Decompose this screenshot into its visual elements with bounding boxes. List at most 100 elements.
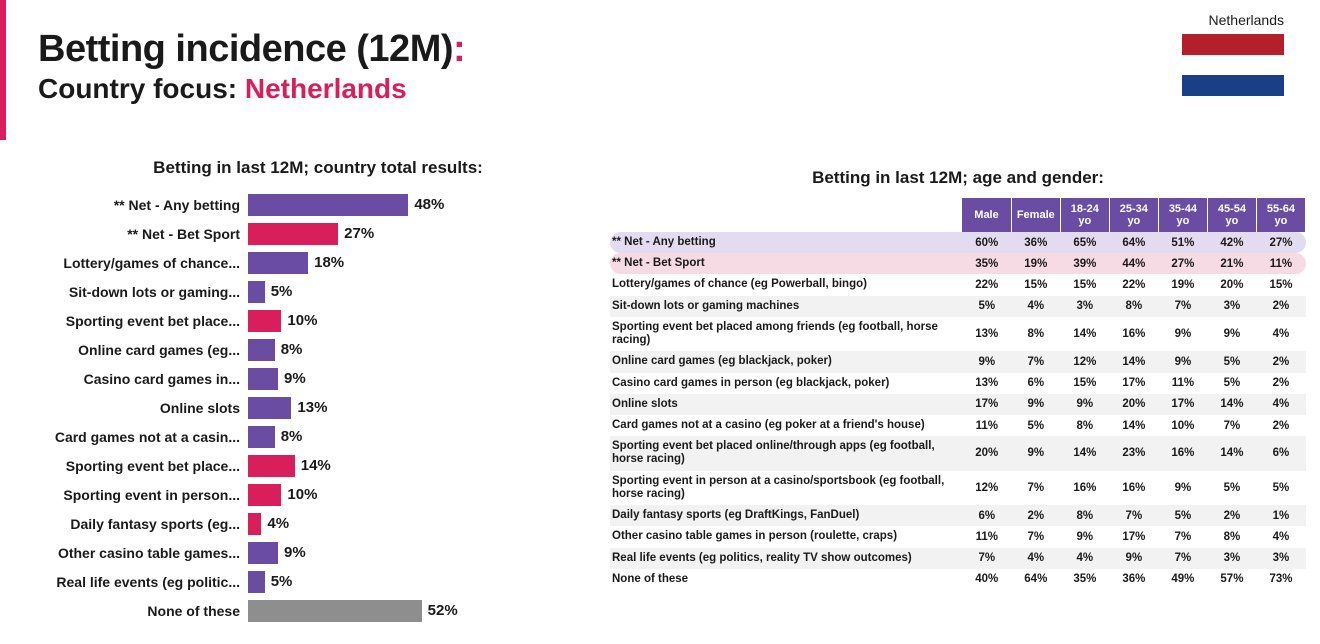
chart-bar-area: 27% xyxy=(248,223,598,245)
chart-bar-value: 10% xyxy=(281,484,317,506)
table-header-cell: 55-64 yo xyxy=(1256,198,1305,232)
table-row: Online slots17%9%9%20%17%14%4% xyxy=(610,394,1306,415)
chart-bar-value: 8% xyxy=(275,426,303,448)
chart-bar xyxy=(248,600,422,622)
table-cell: 8% xyxy=(1060,505,1109,526)
accent-bar xyxy=(0,0,6,140)
table-cell: 2% xyxy=(1011,505,1060,526)
table-cell: 6% xyxy=(962,505,1011,526)
chart-bar-value: 5% xyxy=(265,571,293,593)
table-cell: 12% xyxy=(1060,351,1109,372)
table-cell: 2% xyxy=(1256,296,1305,317)
chart-bar xyxy=(248,223,338,245)
flag-stripe-bot xyxy=(1182,75,1284,96)
table-cell: 14% xyxy=(1109,415,1158,436)
table-cell: 16% xyxy=(1109,471,1158,505)
flag-label: Netherlands xyxy=(1182,12,1284,28)
chart-bar xyxy=(248,397,291,419)
chart-bar-area: 13% xyxy=(248,397,598,419)
table-cell: 51% xyxy=(1158,232,1207,253)
table-cell: 64% xyxy=(1011,569,1060,590)
flag-stripe-top xyxy=(1182,34,1284,55)
table-cell: 8% xyxy=(1060,415,1109,436)
table-cell: 5% xyxy=(1011,415,1060,436)
table-row-label: None of these xyxy=(610,569,962,590)
chart-bar-value: 4% xyxy=(261,513,289,535)
table-row: ** Net - Bet Sport35%19%39%44%27%21%11% xyxy=(610,253,1306,274)
chart-row: Other casino table games...9% xyxy=(38,538,598,567)
table-cell: 7% xyxy=(1158,548,1207,569)
chart-bar-area: 10% xyxy=(248,310,598,332)
table-cell: 35% xyxy=(962,253,1011,274)
chart-row: Sit-down lots or gaming...5% xyxy=(38,277,598,306)
chart-bar xyxy=(248,339,275,361)
table-cell: 60% xyxy=(962,232,1011,253)
table-cell: 4% xyxy=(1060,548,1109,569)
table-cell: 8% xyxy=(1109,296,1158,317)
table-cell: 49% xyxy=(1158,569,1207,590)
table-cell: 2% xyxy=(1256,415,1305,436)
data-table: MaleFemale18-24 yo25-34 yo35-44 yo45-54 … xyxy=(610,198,1306,590)
chart-row-label: Online slots xyxy=(38,400,248,416)
chart-bar-value: 13% xyxy=(291,397,327,419)
chart-bar-value: 27% xyxy=(338,223,374,245)
table-cell: 3% xyxy=(1256,548,1305,569)
table-header-blank xyxy=(610,198,962,232)
table-row-label: Sporting event bet placed among friends … xyxy=(610,317,962,351)
chart-bar-value: 14% xyxy=(295,455,331,477)
table-cell: 5% xyxy=(1256,471,1305,505)
chart-title: Betting in last 12M; country total resul… xyxy=(38,158,598,178)
chart-bar-area: 8% xyxy=(248,426,598,448)
table-row-label: Lottery/games of chance (eg Powerball, b… xyxy=(610,274,962,295)
table-cell: 7% xyxy=(1011,351,1060,372)
table-cell: 22% xyxy=(962,274,1011,295)
chart-bar xyxy=(248,368,278,390)
table-cell: 3% xyxy=(1060,296,1109,317)
chart-row: None of these52% xyxy=(38,596,598,625)
chart-bar-value: 52% xyxy=(422,600,458,622)
chart-row-label: Online card games (eg... xyxy=(38,342,248,358)
table-row: Lottery/games of chance (eg Powerball, b… xyxy=(610,274,1306,295)
table-cell: 2% xyxy=(1256,373,1305,394)
chart-row: Real life events (eg politic... 5% xyxy=(38,567,598,596)
table-cell: 5% xyxy=(1207,373,1256,394)
table-title: Betting in last 12M; age and gender: xyxy=(610,168,1306,188)
subtitle: Country focus: Netherlands xyxy=(38,73,465,105)
table-row-label: Casino card games in person (eg blackjac… xyxy=(610,373,962,394)
chart-bar-value: 18% xyxy=(308,252,344,274)
table-cell: 16% xyxy=(1158,436,1207,470)
table-body: ** Net - Any betting60%36%65%64%51%42%27… xyxy=(610,232,1306,590)
table-cell: 4% xyxy=(1256,526,1305,547)
chart-bar xyxy=(248,281,265,303)
flag-stripe-mid xyxy=(1182,55,1284,76)
chart-row-label: Real life events (eg politic... xyxy=(38,574,248,590)
table-cell: 15% xyxy=(1256,274,1305,295)
table-cell: 15% xyxy=(1060,274,1109,295)
title-text: Betting incidence (12M) xyxy=(38,28,453,70)
chart-rows: ** Net - Any betting48%** Net - Bet Spor… xyxy=(38,190,598,625)
table-cell: 9% xyxy=(1060,526,1109,547)
table-cell: 2% xyxy=(1256,351,1305,372)
title-colon: : xyxy=(453,28,465,70)
table-cell: 73% xyxy=(1256,569,1305,590)
table-row-label: Online card games (eg blackjack, poker) xyxy=(610,351,962,372)
chart-bar xyxy=(248,484,281,506)
table-header-cell: 25-34 yo xyxy=(1109,198,1158,232)
chart-row-label: Casino card games in... xyxy=(38,371,248,387)
table-cell: 7% xyxy=(1011,471,1060,505)
chart-bar xyxy=(248,194,408,216)
chart-bar-area: 5% xyxy=(248,571,598,593)
chart-bar xyxy=(248,513,261,535)
chart-row: Daily fantasy sports (eg...4% xyxy=(38,509,598,538)
chart-bar-value: 8% xyxy=(275,339,303,361)
table-cell: 8% xyxy=(1011,317,1060,351)
table-cell: 9% xyxy=(1158,317,1207,351)
table-header-cell: Female xyxy=(1011,198,1060,232)
chart-bar xyxy=(248,310,281,332)
table-cell: 5% xyxy=(1207,351,1256,372)
table-cell: 14% xyxy=(1109,351,1158,372)
table-row: Online card games (eg blackjack, poker)9… xyxy=(610,351,1306,372)
chart-row-label: Other casino table games... xyxy=(38,545,248,561)
table-cell: 4% xyxy=(1256,394,1305,415)
table-cell: 17% xyxy=(962,394,1011,415)
